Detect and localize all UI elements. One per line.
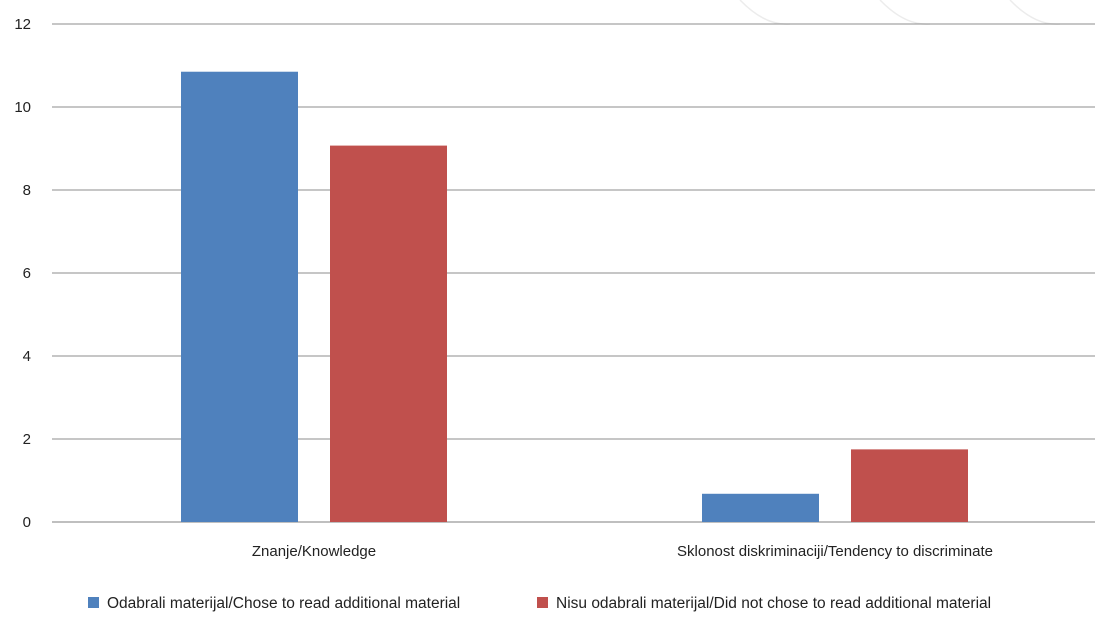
decor-arc: [879, 0, 931, 25]
bar: [702, 493, 819, 522]
x-tick-label: Sklonost diskriminaciji/Tendency to disc…: [677, 543, 993, 560]
legend-label: Nisu odabrali materijal/Did not chose to…: [556, 595, 991, 612]
legend: Odabrali materijal/Chose to read additio…: [88, 595, 991, 612]
x-axis-labels: Znanje/Knowledge Sklonost diskriminaciji/…: [252, 543, 993, 560]
bars: [181, 71, 968, 522]
y-tick-label: 12: [14, 16, 31, 33]
y-tick-label: 2: [23, 431, 31, 448]
bar: [181, 71, 298, 522]
legend-label: Odabrali materijal/Chose to read additio…: [107, 595, 460, 612]
background-decoration: [739, 0, 1061, 25]
y-tick-label: 8: [23, 182, 31, 199]
decor-arc: [1009, 0, 1061, 25]
legend-swatch: [88, 597, 99, 608]
bar: [330, 145, 447, 522]
bar: [851, 449, 968, 522]
y-tick-label: 6: [23, 265, 31, 282]
y-tick-label: 4: [23, 348, 31, 365]
decor-arc: [739, 0, 791, 25]
y-tick-label: 0: [23, 514, 31, 531]
legend-swatch: [537, 597, 548, 608]
x-tick-label: Znanje/Knowledge: [252, 543, 376, 560]
y-axis-ticks: 0 2 4 6 8 10 12: [14, 16, 31, 531]
y-tick-label: 10: [14, 99, 31, 116]
